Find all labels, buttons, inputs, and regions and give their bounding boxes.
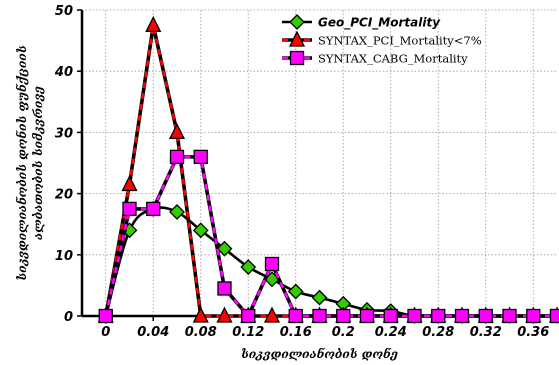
marker-square [242, 310, 255, 323]
marker-diamond [290, 15, 304, 29]
x-tick-label: 0.32 [470, 325, 502, 340]
y-axis-title-line: სიკვდილიანობის დონის ფუნქციის [14, 45, 29, 280]
x-tick-label: 0.16 [280, 325, 312, 340]
x-tick-label: 0.2 [332, 325, 355, 340]
marker-square [99, 310, 112, 323]
series-line-outline [106, 157, 557, 316]
series-line-outline [106, 25, 557, 316]
x-tick-label: 0.24 [375, 325, 407, 340]
legend-entry: SYNTAX_PCI_Mortality<7% [282, 32, 482, 48]
series-line [106, 157, 557, 316]
y-tick-label: 50 [55, 4, 73, 19]
marker-triangle [170, 124, 184, 138]
y-tick-label: 0 [64, 310, 73, 325]
x-tick-label: 0.36 [517, 325, 549, 340]
marker-square [384, 310, 397, 323]
legend: Geo_PCI_Mortality SYNTAX_PCI_Mortality<7%… [282, 15, 482, 66]
marker-diamond [313, 291, 327, 305]
y-tick-label: 20 [55, 188, 73, 203]
series-line [106, 25, 557, 316]
marker-square [361, 310, 374, 323]
legend-entry: SYNTAX_CABG_Mortality [282, 52, 468, 66]
series-syntax-cabg-mortality [99, 150, 559, 322]
marker-square [527, 310, 540, 323]
legend-entry: Geo_PCI_Mortality [282, 15, 441, 31]
legend-label: SYNTAX_CABG_Mortality [318, 52, 468, 66]
marker-square [289, 310, 302, 323]
marker-square [218, 282, 231, 295]
legend-label: SYNTAX_PCI_Mortality<7% [318, 34, 482, 48]
axes: 0 10 20 30 40 50 0 0.04 0.08 0.12 0.16 0.2 0.24 0.28 0… [54, 4, 557, 340]
y-axis-title-line: ალბათობის სიმკვრივე [31, 86, 45, 240]
marker-square [291, 52, 304, 65]
marker-square [408, 310, 421, 323]
marker-square [266, 257, 279, 270]
marker-square [456, 310, 469, 323]
marker-triangle [123, 176, 137, 190]
marker-square [194, 150, 207, 163]
x-tick-label: 0.12 [232, 325, 264, 340]
series-line [106, 208, 557, 316]
marker-square [432, 310, 445, 323]
x-tick-label: 0.04 [137, 325, 169, 340]
y-tick-label: 30 [55, 126, 73, 141]
marker-triangle [146, 17, 160, 31]
marker-diamond [289, 285, 303, 299]
x-tick-label: 0 [101, 325, 110, 340]
marker-square [147, 202, 160, 215]
y-tick-label: 40 [54, 65, 73, 80]
marker-square [551, 310, 559, 323]
x-tick-label: 0.08 [185, 325, 217, 340]
marker-square [171, 150, 184, 163]
x-axis-title: სიკვდილიანობის დონე [241, 346, 398, 361]
x-tick-label: 0.28 [422, 325, 454, 340]
marker-square [337, 310, 350, 323]
marker-square [123, 202, 136, 215]
series-geo-pci-mortality [99, 202, 559, 323]
marker-diamond [170, 205, 184, 219]
legend-label: Geo_PCI_Mortality [318, 16, 441, 31]
marker-square [479, 310, 492, 323]
y-tick-label: 10 [55, 249, 73, 264]
marker-square [313, 310, 326, 323]
marker-square [503, 310, 516, 323]
